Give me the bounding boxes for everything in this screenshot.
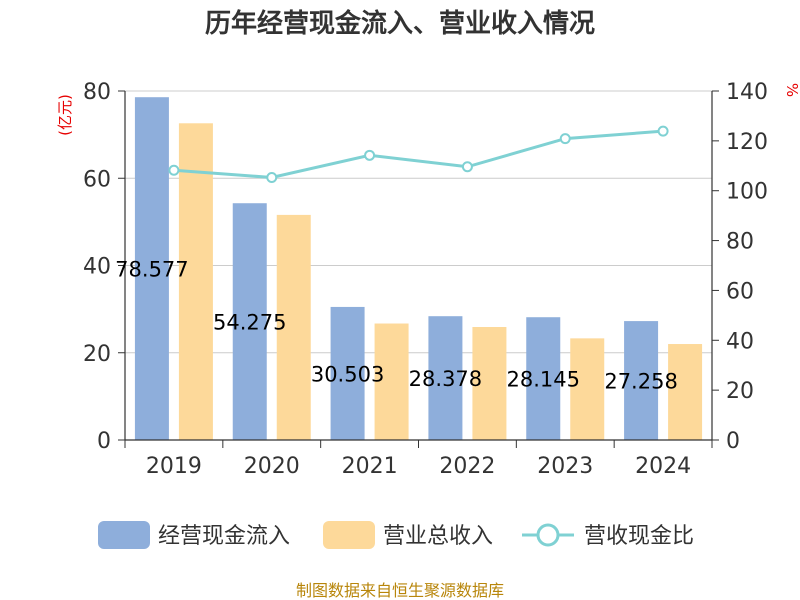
source-note: 制图数据来自恒生聚源数据库 [296, 581, 504, 600]
right-tick-label: 0 [726, 429, 740, 454]
right-tick-label: 40 [726, 329, 754, 354]
right-tick-label: 60 [726, 279, 754, 304]
right-axis-unit: % [783, 83, 800, 97]
bar-total-revenue [570, 338, 605, 440]
bar-operating-cash-inflow [624, 321, 659, 440]
right-tick-label: 80 [726, 230, 754, 255]
ratio-point [364, 149, 376, 161]
left-tick-label: 20 [83, 342, 111, 367]
cash-inflow-value-label: 30.503 [311, 362, 384, 386]
ratio-line-layer [168, 125, 669, 184]
left-tick-label: 40 [83, 255, 111, 280]
x-tick-label: 2022 [439, 454, 495, 479]
bar-operating-cash-inflow [330, 306, 365, 440]
x-tick-label: 2020 [244, 454, 300, 479]
left-tick-label: 60 [83, 167, 111, 192]
bar-total-revenue [178, 123, 213, 440]
bar-operating-cash-inflow [134, 97, 169, 441]
cash-inflow-value-label: 28.145 [507, 368, 580, 392]
bar-operating-cash-inflow [526, 317, 561, 440]
bar-total-revenue [276, 214, 311, 440]
ratio-line [173, 129, 664, 180]
legend-swatch-total-revenue [323, 521, 375, 549]
bar-operating-cash-inflow [428, 316, 463, 440]
x-tick-label: 2023 [537, 454, 593, 479]
legend-swatch-operating-cash-inflow [98, 521, 150, 549]
axes: 0 20 40 60 80 0 20 40 60 80 100 120 140 2019 2020 2021 2… [83, 80, 768, 479]
bar-total-revenue [374, 323, 409, 440]
ratio-point [559, 133, 571, 145]
ratio-point [461, 161, 473, 173]
cash-inflow-value-label: 28.378 [409, 367, 482, 391]
x-tick-label: 2019 [146, 454, 202, 479]
bar-total-revenue [472, 327, 507, 440]
legend-label-total-revenue: 营业总收入 [383, 524, 493, 549]
left-axis-unit: (亿元) [56, 94, 74, 136]
legend-marker-ratio [536, 523, 560, 547]
grid-lines [125, 90, 712, 354]
cash-inflow-value-label: 78.577 [115, 258, 188, 282]
ratio-point [168, 164, 180, 176]
ratio-point [657, 125, 669, 137]
chart-title: 历年经营现金流入、营业收入情况 [205, 8, 595, 39]
x-tick-label: 2021 [342, 454, 398, 479]
x-tick-label: 2024 [635, 454, 691, 479]
legend: 经营现金流入 营业总收入 营收现金比 [98, 521, 694, 549]
bar-total-revenue [668, 344, 703, 440]
cash-inflow-value-label: 27.258 [604, 370, 677, 394]
cash-inflow-value-label: 54.275 [213, 311, 286, 335]
bar-operating-cash-inflow [232, 203, 267, 440]
bars [134, 97, 703, 441]
right-tick-label: 20 [726, 379, 754, 404]
ratio-point [266, 172, 278, 184]
right-tick-label: 100 [726, 180, 768, 205]
left-tick-label: 0 [97, 429, 111, 454]
legend-label-ratio: 营收现金比 [584, 524, 694, 549]
left-tick-label: 80 [83, 80, 111, 105]
right-tick-label: 120 [726, 130, 768, 155]
legend-label-operating-cash-inflow: 经营现金流入 [158, 524, 290, 549]
data-labels: 78.577 54.275 30.503 28.378 28.145 27.258 [115, 258, 678, 394]
right-tick-label: 140 [726, 80, 768, 105]
